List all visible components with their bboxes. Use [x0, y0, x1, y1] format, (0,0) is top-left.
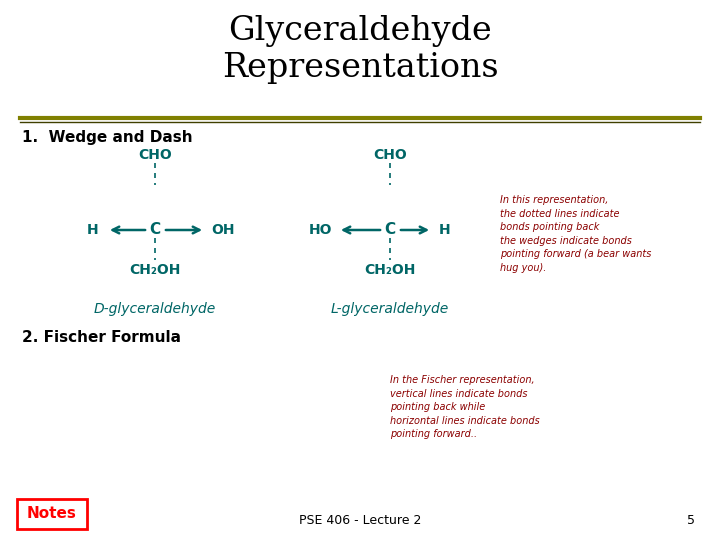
Text: H: H	[87, 223, 99, 237]
Text: L-glyceraldehyde: L-glyceraldehyde	[331, 302, 449, 316]
Text: Glyceraldehyde
Representations: Glyceraldehyde Representations	[222, 15, 498, 84]
FancyBboxPatch shape	[17, 499, 87, 529]
Text: OH: OH	[211, 223, 235, 237]
Text: CH₂OH: CH₂OH	[130, 263, 181, 277]
Text: C: C	[384, 222, 395, 238]
Text: 1.  Wedge and Dash: 1. Wedge and Dash	[22, 130, 193, 145]
Text: H: H	[439, 223, 451, 237]
Text: In the Fischer representation,
vertical lines indicate bonds
pointing back while: In the Fischer representation, vertical …	[390, 375, 540, 440]
Text: CH₂OH: CH₂OH	[364, 263, 415, 277]
Text: Notes: Notes	[27, 507, 77, 522]
Text: CHO: CHO	[373, 148, 407, 162]
Text: In this representation,
the dotted lines indicate
bonds pointing back
the wedges: In this representation, the dotted lines…	[500, 195, 652, 273]
Text: C: C	[150, 222, 161, 238]
Text: PSE 406 - Lecture 2: PSE 406 - Lecture 2	[299, 514, 421, 526]
Text: HO: HO	[308, 223, 332, 237]
Text: D-glyceraldehyde: D-glyceraldehyde	[94, 302, 216, 316]
Text: CHO: CHO	[138, 148, 172, 162]
Text: 2. Fischer Formula: 2. Fischer Formula	[22, 330, 181, 345]
Text: 5: 5	[687, 514, 695, 526]
